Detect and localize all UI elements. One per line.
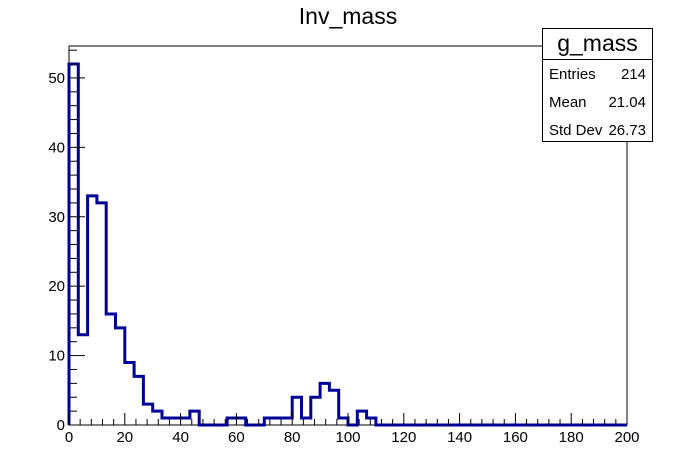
- stats-label-stddev: Std Dev: [549, 121, 603, 139]
- x-tick-label: 100: [335, 429, 360, 446]
- x-tick-label: 140: [447, 429, 472, 446]
- stats-value-stddev: 26.73: [608, 121, 646, 139]
- y-tick-label: 50: [48, 70, 65, 87]
- x-tick-label: 80: [284, 429, 301, 446]
- x-tick-label: 200: [614, 429, 639, 446]
- y-tick-label: 10: [48, 348, 65, 365]
- stats-value-entries: 214: [620, 65, 646, 83]
- x-tick-label: 180: [559, 429, 584, 446]
- stats-label-entries: Entries: [549, 65, 596, 83]
- x-tick-label: 120: [391, 429, 416, 446]
- y-axis: 0 10 20 30 40 50: [48, 49, 85, 434]
- stats-row-entries: Entries 214: [543, 60, 652, 88]
- y-tick-label: 20: [48, 278, 65, 295]
- y-tick-label: 30: [48, 209, 65, 226]
- stats-value-mean: 21.04: [608, 93, 646, 111]
- x-tick-label: 160: [503, 429, 528, 446]
- chart-title: Inv_mass: [298, 3, 398, 29]
- x-tick-label: 20: [116, 429, 133, 446]
- stats-name: g_mass: [543, 29, 652, 60]
- stats-row-stddev: Std Dev 26.73: [543, 116, 652, 144]
- x-axis: 0 20 40 60 80 100 120 140 160 180 200: [65, 413, 640, 446]
- x-tick-label: 40: [172, 429, 189, 446]
- histogram-series: [67, 62, 627, 427]
- histogram-line: [67, 62, 627, 427]
- y-tick-label: 0: [57, 417, 65, 434]
- x-tick-label: 0: [65, 429, 73, 446]
- x-tick-label: 60: [228, 429, 245, 446]
- stats-box: g_mass Entries 214 Mean 21.04 Std Dev 26…: [542, 28, 653, 142]
- stats-label-mean: Mean: [549, 93, 587, 111]
- stats-row-mean: Mean 21.04: [543, 88, 652, 116]
- y-tick-label: 40: [48, 139, 65, 156]
